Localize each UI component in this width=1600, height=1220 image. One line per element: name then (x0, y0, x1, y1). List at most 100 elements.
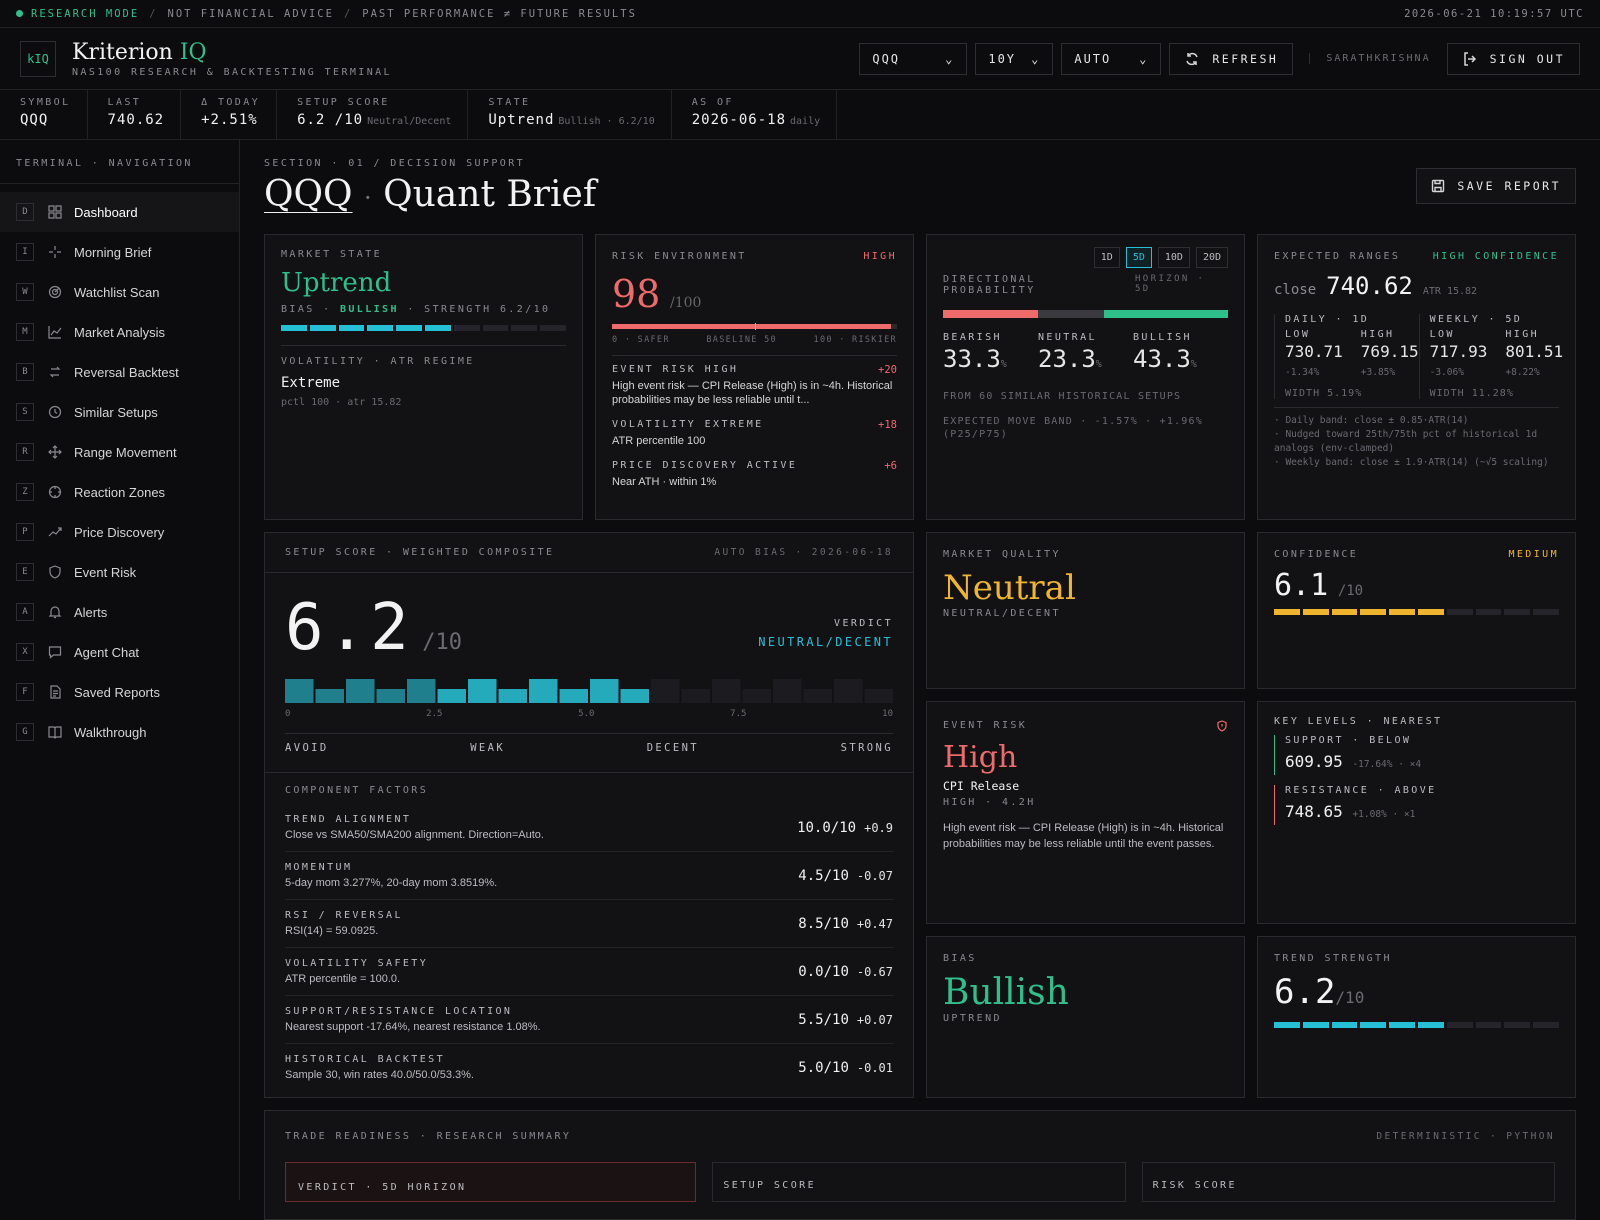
score-bar (651, 679, 680, 703)
score-bar (559, 689, 588, 703)
sidebar-item-walkthrough[interactable]: G Walkthrough (0, 712, 239, 752)
score-bar (468, 679, 497, 703)
top-status-bar: RESEARCH MODE / NOT FINANCIAL ADVICE / P… (0, 0, 1600, 28)
move-icon (48, 445, 62, 459)
sidebar-item-dashboard[interactable]: D Dashboard (0, 192, 239, 232)
shortcut-key: I (16, 243, 34, 261)
trend-strength-card: TREND STRENGTH 6.2/10 (1257, 936, 1576, 1098)
verdict-box: VERDICT · 5D HORIZON (285, 1162, 697, 1202)
sidebar-item-reversal-backtest[interactable]: B Reversal Backtest (0, 352, 239, 392)
sign-out-button[interactable]: SIGN OUT (1446, 42, 1580, 75)
factor-row: SUPPORT/RESISTANCE LOCATION Nearest suppo… (285, 996, 893, 1044)
factor-list: TREND ALIGNMENT Close vs SMA50/SMA200 ali… (285, 804, 893, 1091)
sidebar-item-morning-brief[interactable]: I Morning Brief (0, 232, 239, 272)
readiness-tag: DETERMINISTIC · PYTHON (1376, 1131, 1555, 1142)
symbol-select[interactable]: QQQ ⌄ (859, 42, 968, 75)
score-bar (376, 689, 405, 703)
segment (1302, 1022, 1329, 1028)
stat-change: Δ TODAY +2.51% (181, 90, 278, 139)
score-bar (620, 689, 649, 703)
segment (281, 325, 307, 331)
tab-1d[interactable]: 1D (1093, 247, 1120, 268)
period-select[interactable]: 10Y ⌄ (975, 42, 1054, 75)
risk-score: 98 (612, 272, 661, 316)
quality-sub: NEUTRAL/DECENT (943, 608, 1061, 619)
card-label: TREND STRENGTH (1274, 953, 1392, 964)
sidebar-item-alerts[interactable]: A Alerts (0, 592, 239, 632)
score-bar (773, 679, 802, 703)
sidebar-item-label: Range Movement (74, 444, 177, 460)
chevron-down-icon: ⌄ (945, 51, 955, 66)
card-label: MARKET QUALITY (943, 549, 1061, 560)
score-bar (834, 679, 863, 703)
sidebar-item-label: Reversal Backtest (74, 364, 179, 380)
sidebar-item-range-movement[interactable]: R Range Movement (0, 432, 239, 472)
segment (1331, 1022, 1358, 1028)
shortcut-key: S (16, 403, 34, 421)
segment (309, 325, 336, 331)
horizon-label: HORIZON · 5D (1134, 274, 1206, 294)
sidebar-item-saved-reports[interactable]: F Saved Reports (0, 672, 239, 712)
tab-20d[interactable]: 20D (1195, 247, 1228, 268)
segment (1417, 609, 1444, 615)
sidebar-item-agent-chat[interactable]: X Agent Chat (0, 632, 239, 672)
card-label: CONFIDENCE (1274, 549, 1359, 560)
sidebar-item-price-discovery[interactable]: P Price Discovery (0, 512, 239, 552)
card-label: BIAS (943, 953, 977, 964)
factors-label: COMPONENT FACTORS (285, 785, 429, 796)
save-report-button[interactable]: SAVE REPORT (1416, 168, 1576, 204)
sidebar-item-reaction-zones[interactable]: Z Reaction Zones (0, 472, 239, 512)
bullish-segment (1104, 310, 1228, 318)
sidebar-item-similar-setups[interactable]: S Similar Setups (0, 392, 239, 432)
risk-score-box: RISK SCORE (1141, 1162, 1555, 1202)
verdict-value: NEUTRAL/DECENT (758, 635, 893, 649)
tab-5d[interactable]: 5D (1125, 247, 1152, 268)
market-state-value: Uptrend (281, 268, 392, 298)
segment (1360, 1022, 1387, 1028)
stats-strip: SYMBOL QQQ LAST 740.62 Δ TODAY +2.51% SETUP… (0, 90, 1600, 140)
horizon-tabs: 1D 5D 10D 20D (943, 247, 1228, 268)
chart-icon (48, 326, 62, 339)
sidebar-nav: D Dashboard I Morning Brief W Watchlist Sc… (0, 192, 239, 752)
sidebar-heading: TERMINAL · NAVIGATION (16, 158, 193, 169)
bias-sub: UPTREND (943, 1013, 1002, 1024)
clock: 2026-06-21 10:19:57 UTC (1404, 7, 1584, 20)
sidebar-item-label: Dashboard (74, 204, 138, 220)
stat-last: LAST 740.62 (88, 90, 182, 139)
book-icon (48, 726, 62, 739)
sidebar-item-market-analysis[interactable]: M Market Analysis (0, 312, 239, 352)
doc-icon (50, 685, 61, 699)
sidebar-item-label: Alerts (74, 604, 108, 620)
app-header: kIQ Kriterion IQ NAS100 RESEARCH & BACKT… (0, 28, 1600, 90)
risk-bar (612, 323, 897, 330)
sidebar-item-event-risk[interactable]: E Event Risk (0, 552, 239, 592)
stat-state: STATE Uptrend Bullish · 6.2/10 (468, 90, 672, 139)
refresh-button[interactable]: REFRESH (1169, 42, 1294, 75)
mode-select[interactable]: AUTO ⌄ (1061, 42, 1162, 75)
shortcut-key: F (16, 683, 34, 701)
segment (1274, 609, 1300, 615)
segment (1331, 609, 1358, 615)
score-bar (529, 679, 558, 703)
strength-bar (281, 325, 566, 331)
risk-scale: 0 · SAFER BASELINE 50 100 · RISKIER (612, 335, 897, 345)
bias-card: BIAS Bullish UPTREND (926, 936, 1245, 1098)
score-bar (864, 689, 893, 703)
crosshair-icon (48, 485, 62, 499)
segment (1475, 609, 1502, 615)
score-bar (407, 679, 436, 703)
stat-as-of: AS OF 2026-06-18 daily (672, 90, 838, 139)
chevron-down-icon: ⌄ (1031, 51, 1041, 66)
chevron-down-icon: ⌄ (1139, 51, 1149, 66)
refresh-icon (1186, 52, 1199, 65)
sparkle-icon (49, 246, 61, 258)
tab-10d[interactable]: 10D (1157, 247, 1190, 268)
vol-value: Extreme (281, 375, 341, 391)
sidebar-item-label: Price Discovery (74, 524, 165, 540)
market-quality-card: MARKET QUALITY Neutral NEUTRAL/DECENT (926, 532, 1245, 689)
risk-item: EVENT RISK HIGH +20 High event risk — CPI… (612, 364, 897, 406)
shortcut-key: W (16, 283, 34, 301)
sidebar-item-watchlist-scan[interactable]: W Watchlist Scan (0, 272, 239, 312)
card-label: EVENT RISK (943, 720, 1028, 731)
risk-badge: HIGH (863, 251, 897, 262)
